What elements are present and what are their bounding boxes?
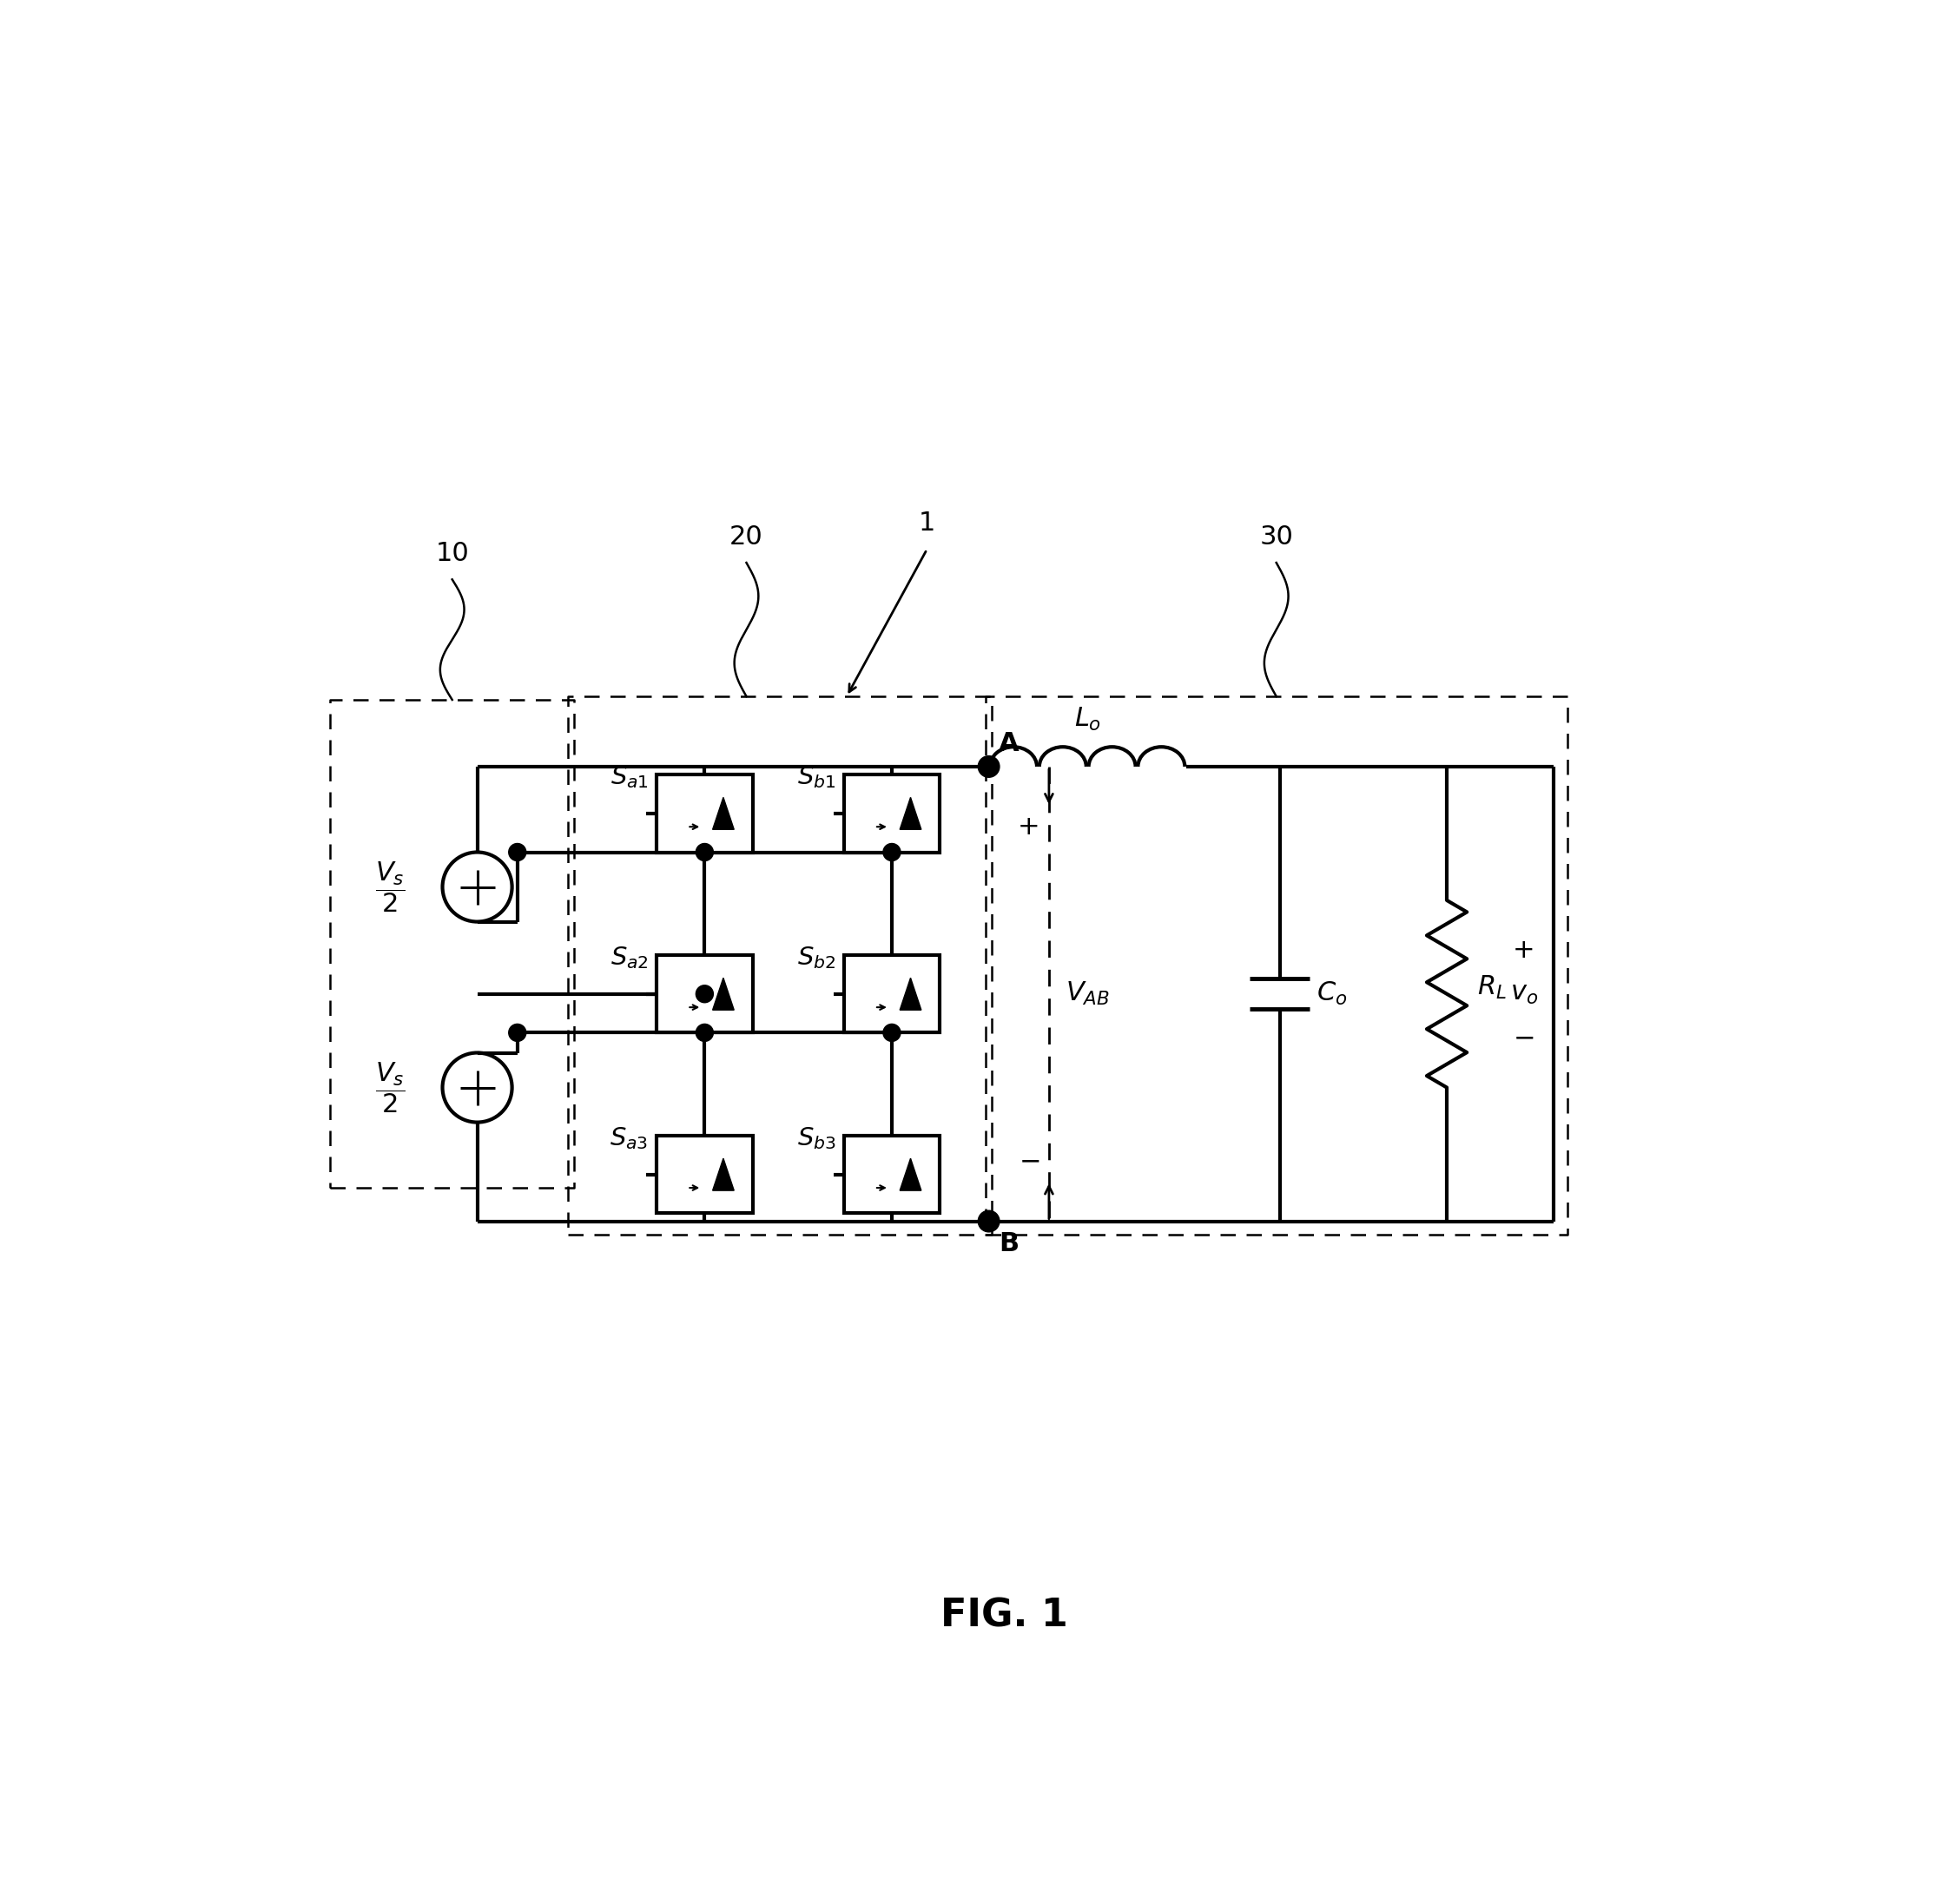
Polygon shape [713, 1158, 735, 1190]
Bar [843, 955, 941, 1033]
Text: $-$: $-$ [1513, 1025, 1535, 1050]
Text: 1: 1 [919, 511, 935, 535]
Text: 30: 30 [1260, 524, 1294, 549]
Text: FIG. 1: FIG. 1 [941, 1596, 1068, 1634]
Bar [657, 1135, 753, 1213]
Bar [657, 774, 753, 852]
Bar [843, 1135, 941, 1213]
Text: A: A [1000, 731, 1019, 757]
Polygon shape [713, 797, 735, 829]
Bar [657, 955, 753, 1033]
Circle shape [978, 755, 1000, 778]
Text: $S_{b1}$: $S_{b1}$ [798, 765, 835, 790]
Circle shape [510, 1025, 525, 1042]
Circle shape [510, 843, 525, 862]
Bar [843, 774, 941, 852]
Text: $L_o$: $L_o$ [1074, 706, 1102, 733]
Circle shape [884, 1025, 900, 1042]
Bar [657, 955, 753, 1033]
Circle shape [696, 1025, 713, 1042]
Text: $-$: $-$ [1019, 1148, 1039, 1173]
Text: $S_{a1}$: $S_{a1}$ [610, 765, 649, 790]
Polygon shape [900, 977, 921, 1010]
Circle shape [696, 985, 713, 1002]
Bar [843, 774, 941, 852]
Bar [657, 774, 753, 852]
Text: $\dfrac{V_s}{2}$: $\dfrac{V_s}{2}$ [374, 1061, 406, 1114]
Text: $S_{b2}$: $S_{b2}$ [798, 945, 835, 970]
Polygon shape [900, 797, 921, 829]
Text: B: B [1000, 1232, 1019, 1256]
Text: $S_{b3}$: $S_{b3}$ [798, 1126, 835, 1152]
Text: $v_o$: $v_o$ [1509, 981, 1539, 1006]
Circle shape [884, 843, 900, 862]
Text: $R_L$: $R_L$ [1478, 974, 1507, 1000]
Text: $S_{a3}$: $S_{a3}$ [610, 1126, 649, 1152]
Text: $\dfrac{V_s}{2}$: $\dfrac{V_s}{2}$ [374, 860, 406, 915]
Text: $S_{a2}$: $S_{a2}$ [610, 945, 649, 970]
Circle shape [696, 843, 713, 862]
Polygon shape [713, 977, 735, 1010]
Text: +: + [1017, 814, 1041, 841]
Bar [843, 1135, 941, 1213]
Text: 20: 20 [729, 524, 762, 549]
Polygon shape [900, 1158, 921, 1190]
Text: $V_{AB}$: $V_{AB}$ [1066, 981, 1109, 1008]
Text: 10: 10 [435, 541, 468, 566]
Bar [843, 955, 941, 1033]
Text: +: + [1513, 938, 1535, 962]
Bar [657, 1135, 753, 1213]
Text: $C_o$: $C_o$ [1317, 981, 1347, 1008]
Circle shape [978, 1211, 1000, 1232]
